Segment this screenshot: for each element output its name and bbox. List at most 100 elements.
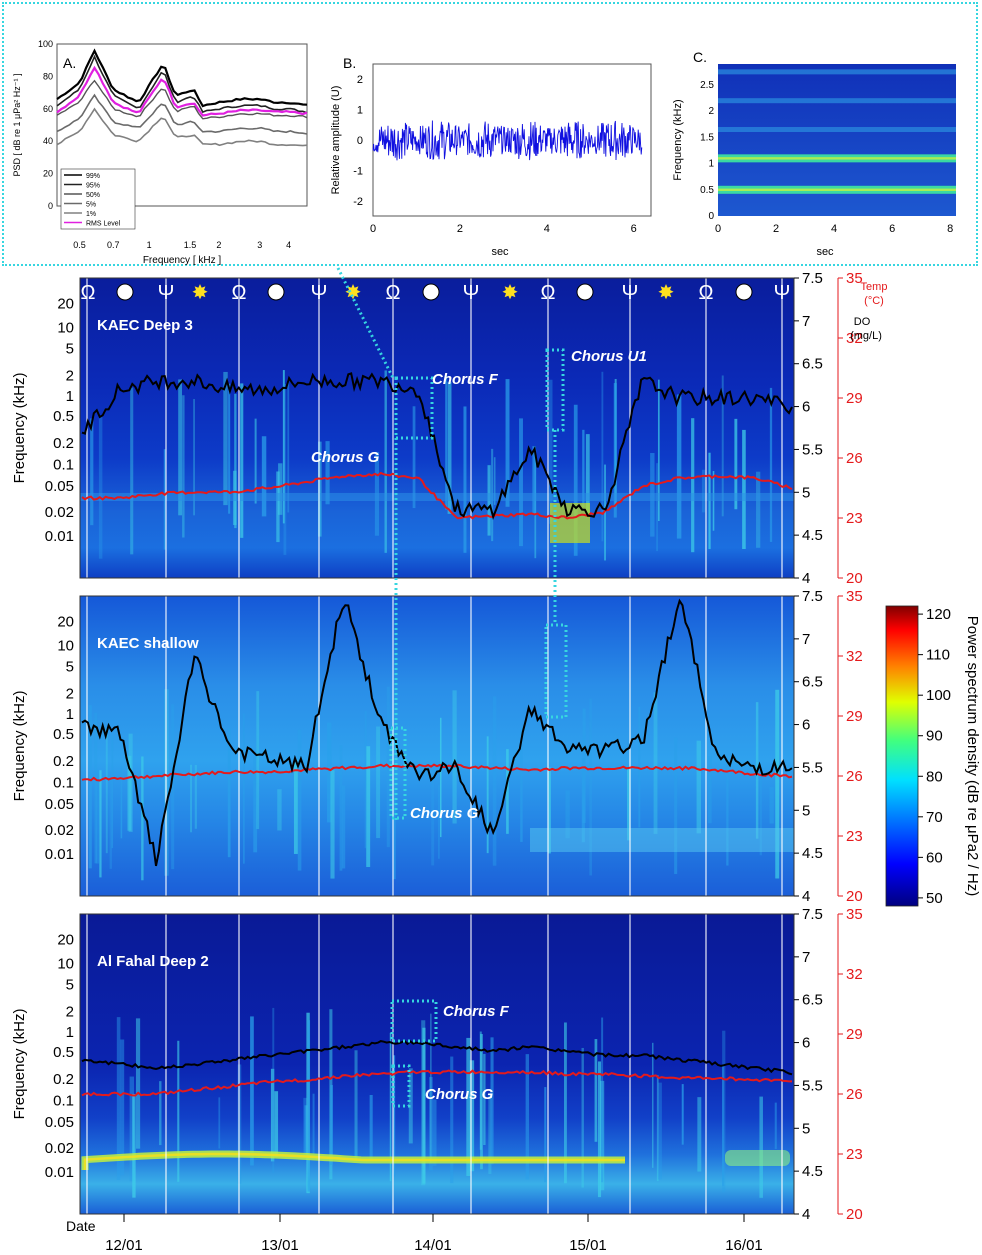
temp-tick: 35 (846, 588, 863, 605)
colorbar-tick: 60 (926, 849, 943, 866)
inset-c-ytick: 1 (708, 159, 714, 170)
do-tick: 7.5 (802, 270, 823, 287)
spectrogram-streak (681, 1084, 684, 1145)
do-axis-label-2: (mg/L) (850, 330, 882, 342)
spectrogram-streak (120, 1039, 125, 1176)
panel-frame (79, 595, 795, 897)
do-tick: 7 (802, 631, 810, 648)
do-tick: 4.5 (802, 527, 823, 544)
chorus-g-box-2 (389, 726, 407, 820)
spectrogram-band (80, 493, 794, 501)
temp-tick: 26 (846, 768, 863, 785)
spectrogram-streak (658, 1082, 662, 1180)
do-tick: 4 (802, 570, 810, 587)
chorus-f-box-1 (394, 376, 434, 440)
freq-tick: 2 (66, 686, 74, 703)
inset-c-label: C. (693, 49, 707, 65)
spectrogram-streak (272, 1007, 275, 1173)
inset-b-ylabel: Relative amplitude (U) (330, 86, 342, 195)
inset-a-ytick: 20 (43, 169, 53, 179)
freq-tick: 5 (66, 977, 74, 994)
freq-tick: 0.02 (45, 504, 74, 521)
spectrogram-streak (412, 406, 416, 509)
chorus-f-box-3 (390, 999, 438, 1043)
spectrogram-streak (722, 1064, 724, 1186)
spectrogram-streak (651, 1042, 654, 1168)
low-tide-icon: Ψ (774, 282, 791, 304)
spectrogram-streak (438, 785, 440, 859)
inset-a-xtick: 3 (257, 240, 262, 250)
date-axis-label: Date (66, 1218, 96, 1234)
inset-a-legend-label: 50% (86, 192, 100, 199)
spectrogram-streak (769, 787, 774, 824)
do-tick: 7 (802, 949, 810, 966)
spectrogram-streak (312, 1093, 315, 1155)
freq-tick: 10 (57, 956, 74, 973)
colorbar-tick: 70 (926, 809, 943, 826)
panel-title: KAEC shallow (97, 635, 199, 652)
date-tick: 15/01 (569, 1237, 607, 1254)
spectrogram-streak (483, 1053, 486, 1146)
spectrogram-streak (548, 379, 553, 524)
inset-c-xtick: 4 (831, 223, 837, 235)
inset-b-xtick: 0 (370, 223, 376, 235)
moon-icon (576, 283, 594, 301)
spectrogram-streak (532, 446, 537, 514)
spectrogram-streak (466, 1037, 471, 1176)
chorus-u1-box-2 (544, 623, 568, 719)
spectrogram-streak (256, 691, 260, 830)
inset-a-legend-label: 95% (86, 183, 100, 190)
spectrogram-streak (270, 1068, 275, 1162)
inset-a-series-line (56, 54, 308, 114)
inset-c-xtick: 2 (773, 223, 779, 235)
panel-frame (79, 277, 795, 579)
spectrogram-streak (277, 789, 282, 831)
inset-c-band (718, 98, 956, 104)
spectrogram-streak (565, 790, 570, 839)
inset-b-xtick: 6 (631, 223, 637, 235)
chorus-u1-box (545, 348, 565, 432)
do-tick: 6.5 (802, 674, 823, 691)
colorbar-gradient (885, 605, 919, 907)
high-tide-icon: Ω (386, 282, 401, 304)
spectrogram-streak (90, 418, 94, 526)
spectrogram-streak (756, 471, 761, 548)
spectrogram-streak (493, 457, 496, 505)
spectrogram-streak (120, 765, 123, 839)
spectrogram-streak (447, 381, 452, 514)
spectrogram-streak (431, 770, 435, 866)
dissolved-oxygen-line (81, 598, 793, 867)
temp-tick: 20 (846, 1206, 863, 1223)
spectrogram-streak (369, 1094, 373, 1161)
spectrogram-streak (589, 698, 592, 876)
inset-c-band (718, 127, 956, 133)
spectrogram-streak (218, 1097, 221, 1149)
high-tide-icon: Ω (699, 282, 714, 304)
moon-icon (735, 283, 753, 301)
spectrogram-streak (432, 1099, 437, 1166)
inset-c: C. 2.5 2 1.5 1 0.5 0 0 2 4 6 8 Frequency (kHz) se… (672, 49, 956, 258)
spectrogram-streak (452, 690, 457, 824)
spectrogram-streak (742, 429, 746, 549)
freq-tick: 0.5 (53, 726, 74, 743)
do-axis-label-1: DO (854, 316, 871, 328)
inset-a-series-line (56, 79, 308, 120)
inset-c-ytick: 0 (708, 211, 714, 222)
freq-tick: 5 (66, 341, 74, 358)
spectrogram-streak (769, 387, 773, 542)
spectrogram-panel: KAEC Deep 3 20 10 5 2 1 0.5 0.2 0.1 0.05 0.02 0.01 F… (11, 270, 863, 587)
temp-tick: 32 (846, 648, 863, 665)
low-tide-icon: Ψ (158, 282, 175, 304)
spectrogram-streak (581, 758, 585, 843)
spectrogram-streak (422, 1027, 426, 1184)
inset-a-xticks: 0.5 0.7 1 1.5 2 3 4 (73, 240, 291, 250)
spectrogram-streak (676, 394, 682, 539)
inset-a-legend-label: 5% (86, 202, 96, 209)
inset-c-xtick: 8 (947, 223, 953, 235)
spectrogram-streak (178, 379, 183, 516)
inset-b-label: B. (343, 55, 356, 71)
spectrogram-streak (463, 406, 467, 553)
spectrogram-streak (325, 441, 330, 505)
do-tick: 4 (802, 1206, 810, 1223)
spectrogram-streak (696, 740, 702, 834)
